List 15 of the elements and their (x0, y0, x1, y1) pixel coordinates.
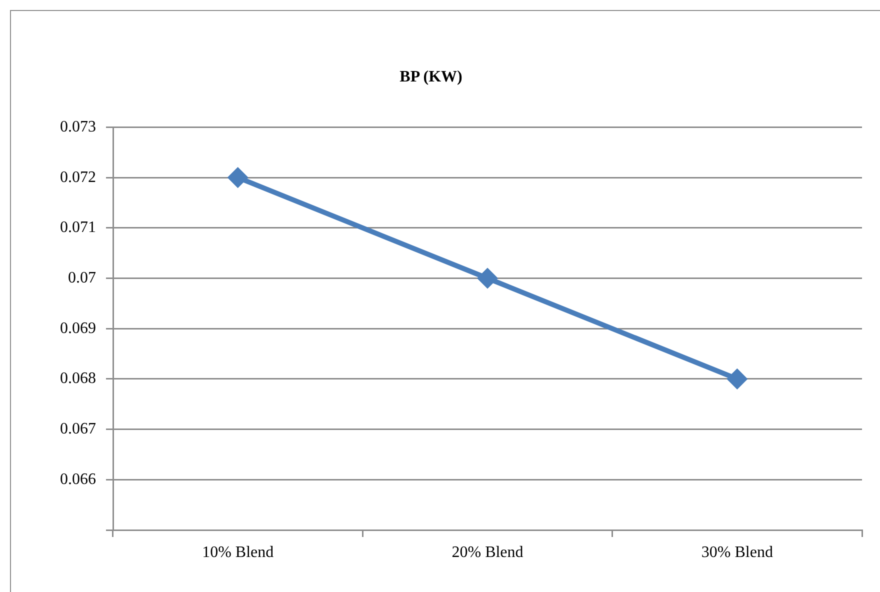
y-tick-label: 0.071 (60, 219, 96, 236)
x-tick-label: 10% Blend (202, 544, 274, 561)
x-tick-label: 30% Blend (701, 544, 773, 561)
point (228, 168, 248, 188)
chart-title: BP (KW) (400, 68, 462, 86)
y-tick-label: 0.066 (60, 470, 96, 488)
y-tick-label: 0.07 (68, 269, 96, 286)
y-tick-label: 0.072 (60, 168, 96, 186)
x-tick-label: 20% Blend (452, 544, 524, 561)
y-tick-label: 0.073 (60, 118, 96, 136)
y-tick-label: 0.067 (60, 420, 96, 438)
point (478, 268, 497, 288)
point (728, 369, 747, 388)
y-tick-label: 0.069 (60, 320, 96, 337)
y-tick-label: 0.068 (60, 370, 96, 388)
